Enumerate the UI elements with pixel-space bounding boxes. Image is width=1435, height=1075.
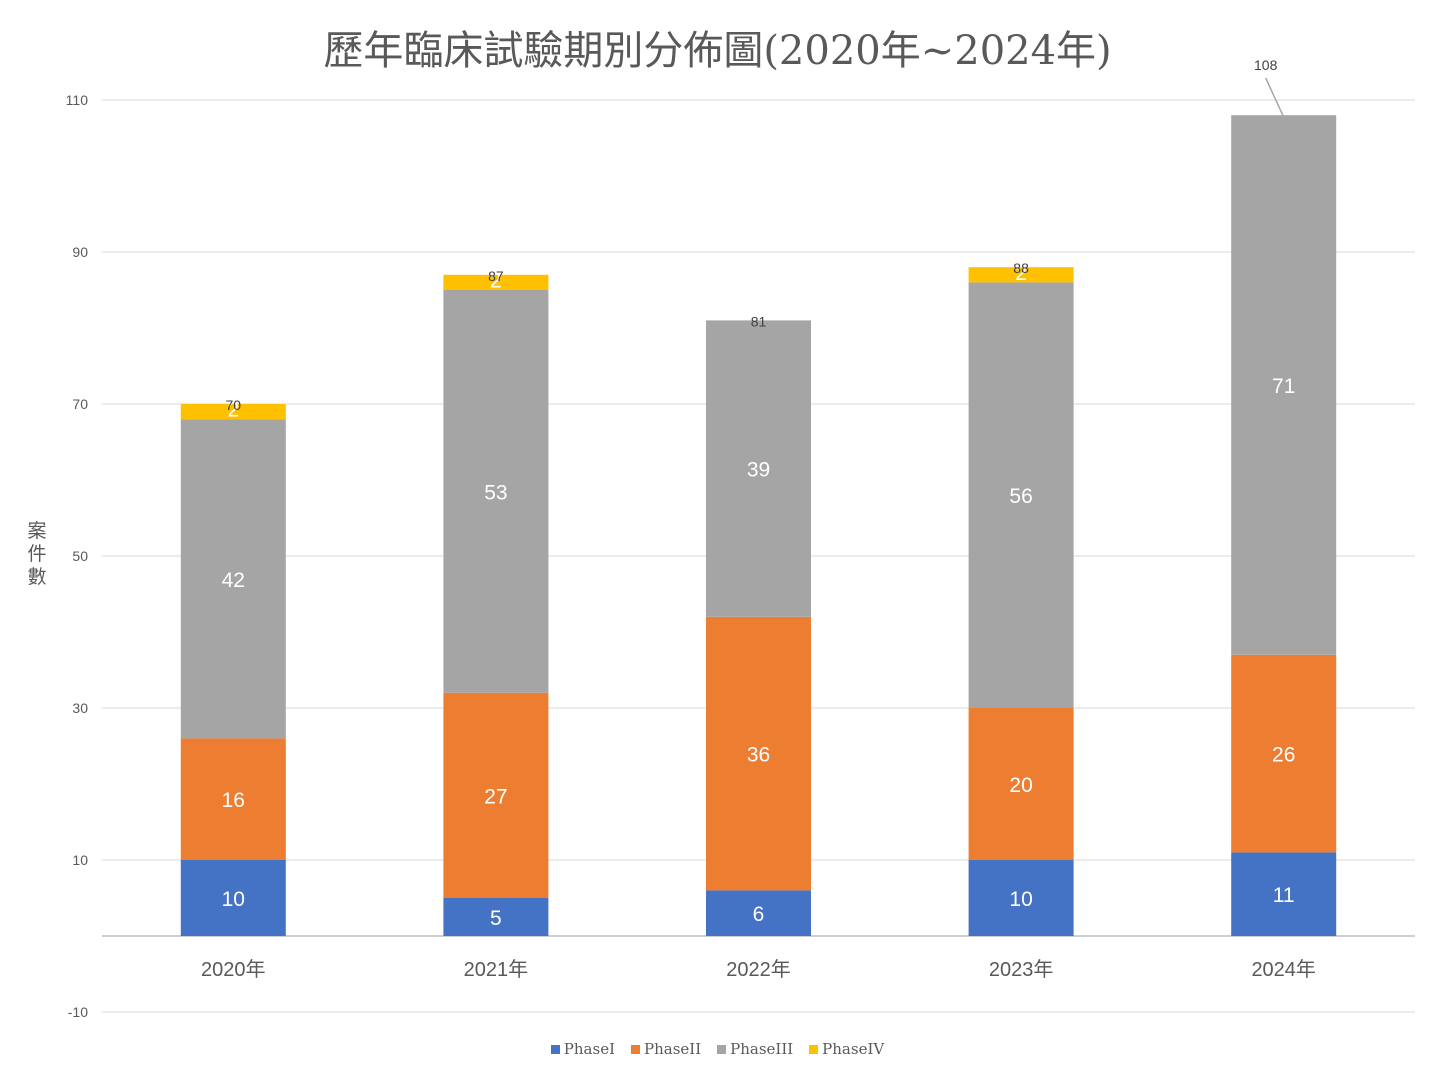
bar-segment bbox=[706, 320, 811, 617]
legend-label: PhaseIV bbox=[822, 1040, 885, 1058]
bar-segment bbox=[706, 616, 811, 891]
bar-segment bbox=[968, 282, 1074, 708]
legend-swatch bbox=[550, 1044, 560, 1054]
data-label: 71 bbox=[1272, 375, 1295, 398]
total-label: 88 bbox=[1013, 260, 1029, 276]
data-label: 39 bbox=[747, 459, 770, 482]
total-label: 70 bbox=[226, 397, 242, 413]
leader-line bbox=[1265, 77, 1285, 118]
chart-title: 歷年臨床試驗期別分佈圖(2020年~2024年) bbox=[323, 28, 1112, 74]
data-label: 11 bbox=[1273, 884, 1295, 907]
legend-item: PhaseII bbox=[631, 1040, 701, 1058]
x-tick-label: 2021年 bbox=[464, 958, 529, 981]
bar-segment bbox=[1231, 654, 1337, 853]
legend-swatch bbox=[809, 1044, 819, 1054]
bar-segment bbox=[180, 404, 286, 420]
total-label: 108 bbox=[1254, 57, 1278, 73]
data-label: 10 bbox=[222, 888, 245, 911]
legend: PhaseI PhaseII PhaseIII PhaseIV bbox=[0, 1040, 1435, 1058]
legend-label: PhaseII bbox=[644, 1040, 702, 1058]
legend-swatch bbox=[631, 1044, 640, 1054]
data-label: 56 bbox=[1009, 485, 1032, 508]
bar-segment bbox=[443, 274, 549, 290]
bar-segment bbox=[443, 898, 549, 936]
data-label: 16 bbox=[222, 789, 245, 812]
data-label: 5 bbox=[490, 907, 502, 930]
data-label: 2 bbox=[490, 269, 502, 292]
bar-segment bbox=[180, 419, 286, 739]
bar-segment bbox=[968, 267, 1074, 283]
legend-item: PhaseI bbox=[550, 1040, 615, 1058]
y-tick-label: 90 bbox=[72, 244, 88, 260]
x-tick-label: 2022年 bbox=[726, 958, 791, 981]
legend-item: PhaseIII bbox=[717, 1040, 793, 1058]
data-label: 20 bbox=[1009, 774, 1032, 797]
data-label: 10 bbox=[1009, 888, 1032, 911]
y-tick-label: 10 bbox=[72, 852, 88, 868]
data-label: 2 bbox=[227, 399, 239, 422]
data-label: 2 bbox=[1015, 262, 1027, 285]
data-label: 6 bbox=[753, 903, 765, 926]
data-label: 42 bbox=[222, 569, 245, 592]
y-tick-label: 70 bbox=[72, 396, 88, 412]
total-label: 87 bbox=[488, 268, 504, 284]
legend-item: PhaseIV bbox=[809, 1040, 884, 1058]
data-label: 36 bbox=[747, 744, 770, 767]
bar-segment bbox=[1231, 115, 1337, 655]
x-tick-label: 2023年 bbox=[989, 958, 1054, 981]
x-tick-label: 2020年 bbox=[201, 958, 266, 981]
bar-segment bbox=[968, 860, 1074, 936]
data-label: 53 bbox=[484, 481, 507, 504]
total-label: 81 bbox=[751, 313, 767, 329]
bar-segment bbox=[1231, 852, 1337, 936]
y-tick-label: 30 bbox=[72, 700, 88, 716]
bar-segment bbox=[706, 890, 811, 936]
legend-swatch bbox=[717, 1044, 727, 1054]
data-label: 26 bbox=[1272, 744, 1295, 767]
y-tick-label: 110 bbox=[66, 92, 89, 108]
legend-label: PhaseIII bbox=[730, 1040, 794, 1058]
bar-segment bbox=[180, 738, 286, 860]
data-label: 27 bbox=[484, 785, 507, 808]
bar-segment bbox=[443, 290, 549, 693]
y-tick-label: 50 bbox=[72, 548, 88, 564]
y-tick-label: -10 bbox=[68, 1004, 88, 1020]
legend-label: PhaseI bbox=[563, 1040, 615, 1058]
y-axis-label: 案件數 bbox=[27, 521, 47, 588]
bar-segment bbox=[968, 708, 1074, 860]
bar-segment bbox=[443, 692, 549, 898]
bar-segment bbox=[180, 860, 286, 936]
x-tick-label: 2024年 bbox=[1251, 958, 1316, 981]
